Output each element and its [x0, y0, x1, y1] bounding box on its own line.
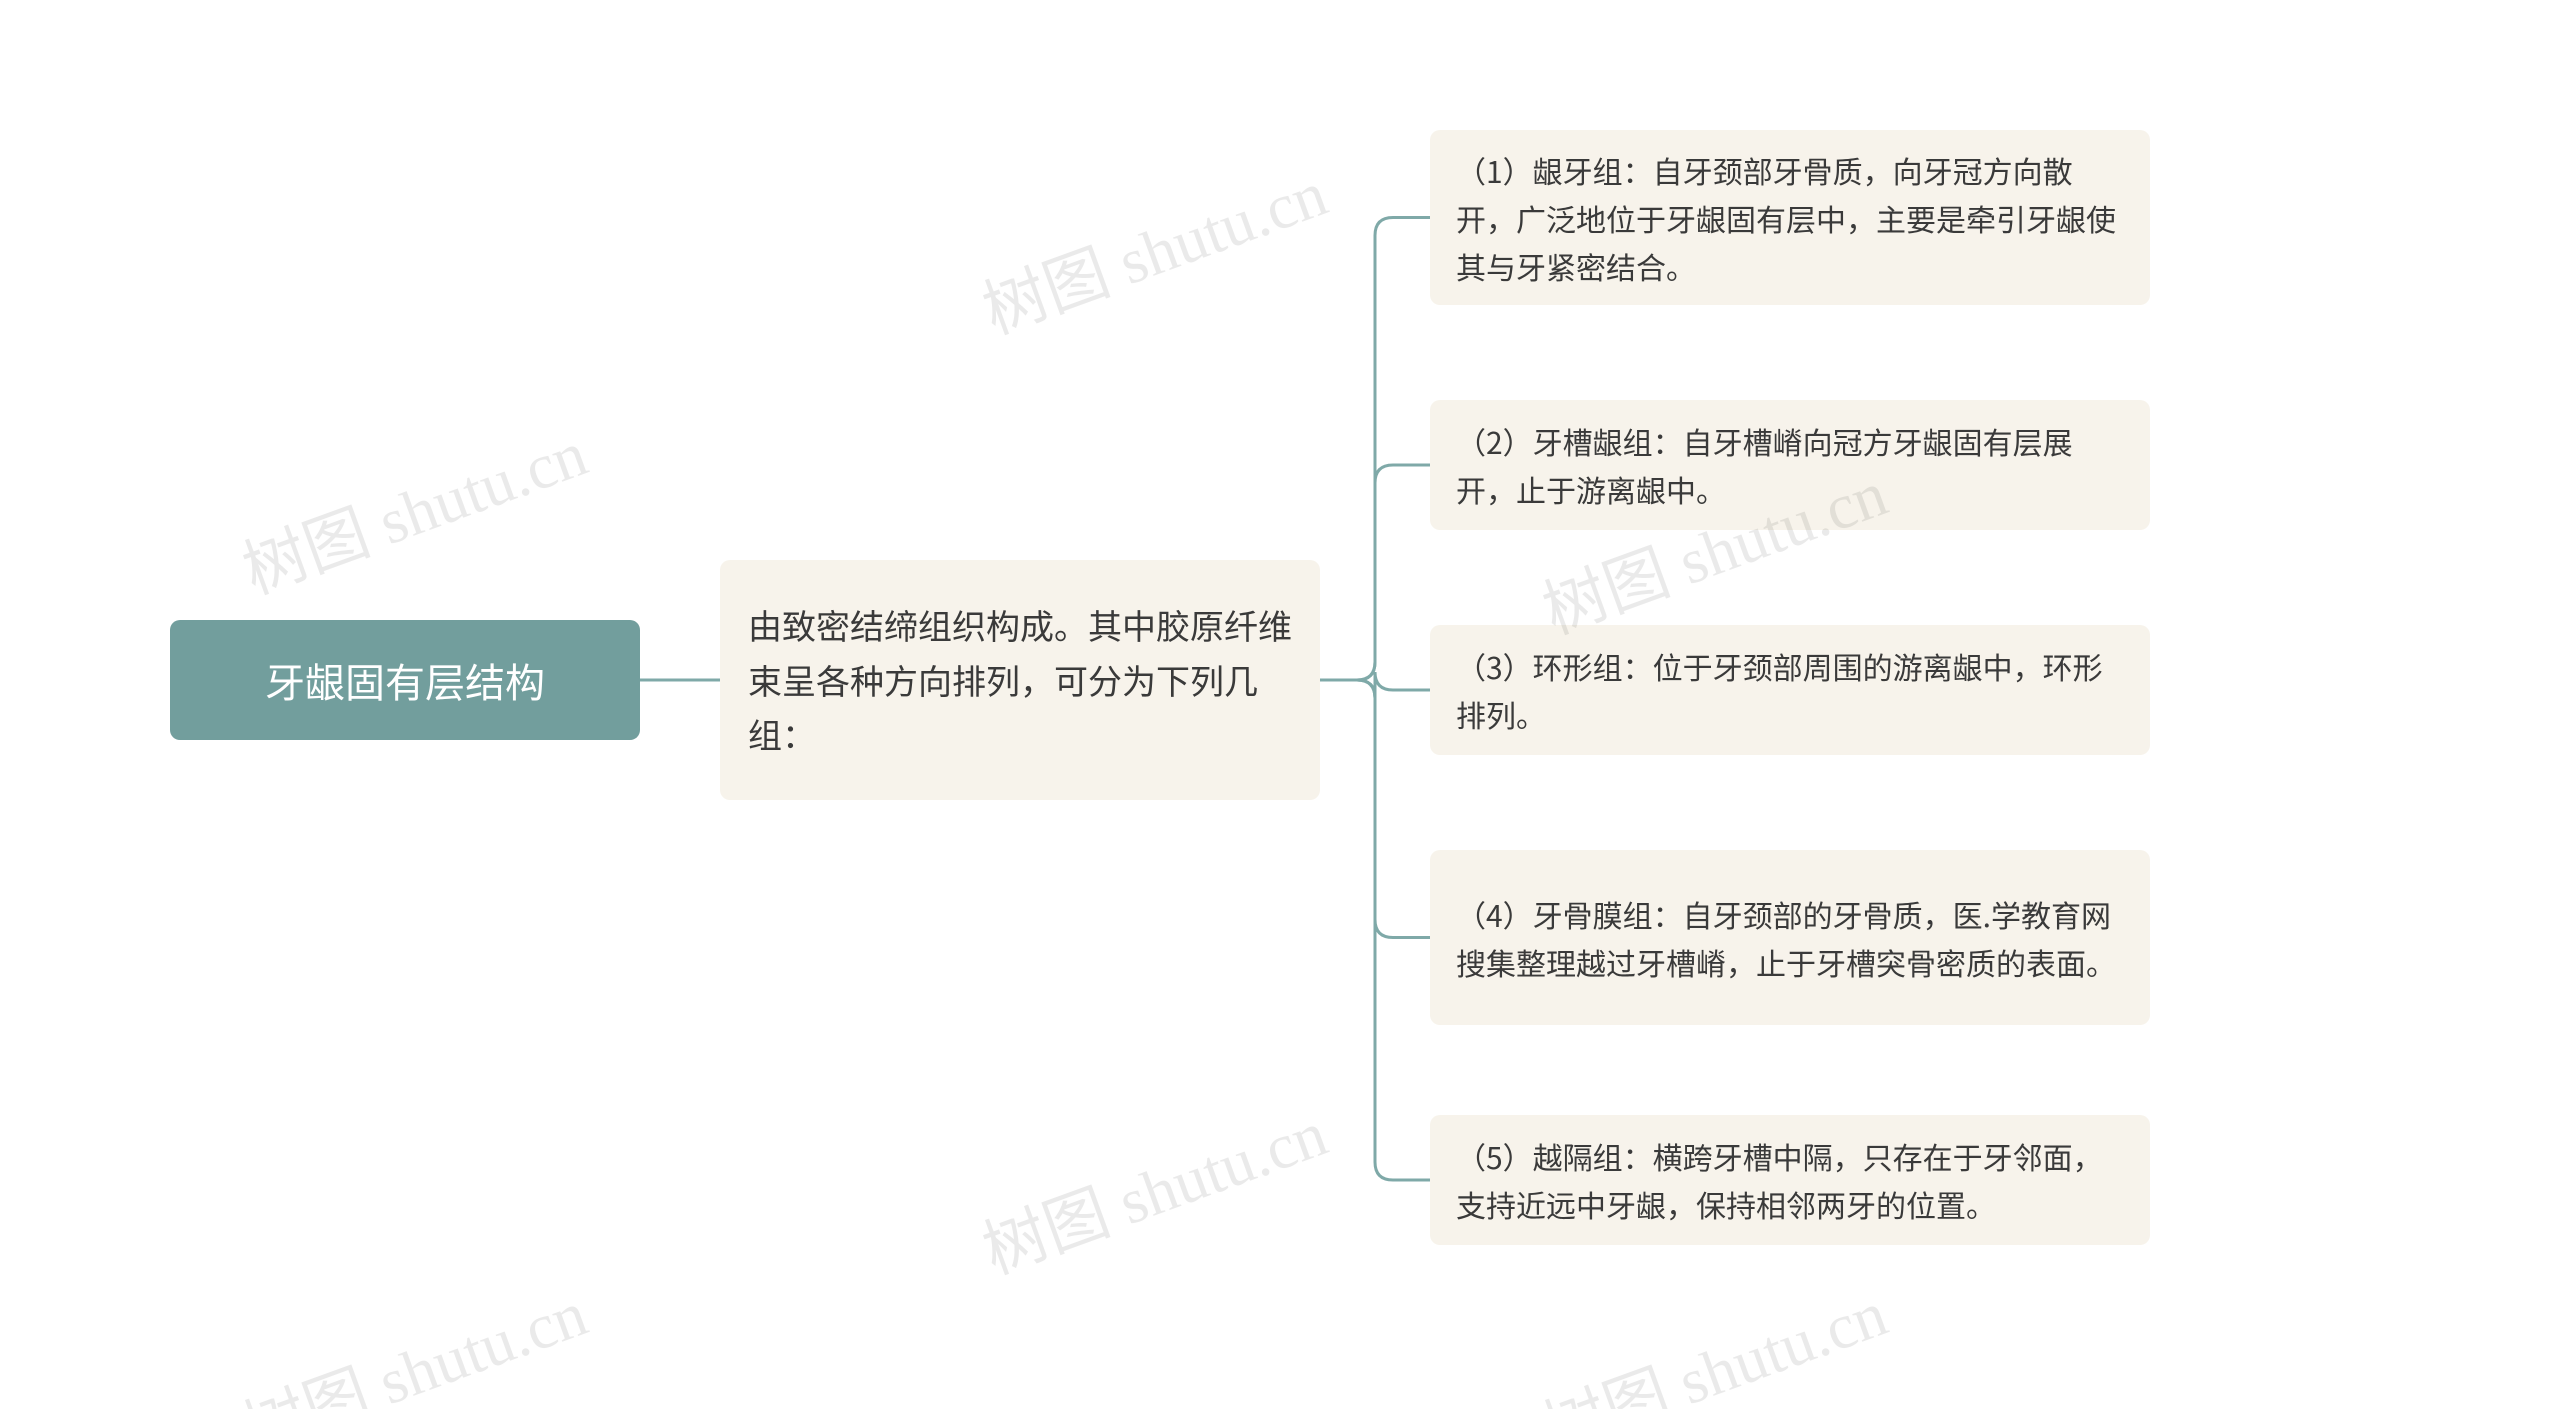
leaf-node[interactable]: （3）环形组：位于牙颈部周围的游离龈中，环形排列。 — [1430, 625, 2150, 755]
watermark-text: 树图 shutu.cn — [229, 1263, 598, 1409]
leaf-label: （3）环形组：位于牙颈部周围的游离龈中，环形排列。 — [1456, 642, 2124, 738]
leaf-label: （1）龈牙组：自牙颈部牙骨质，向牙冠方向散开，广泛地位于牙龈固有层中，主要是牵引… — [1456, 146, 2124, 290]
watermark-text: 树图 shutu.cn — [969, 1083, 1338, 1292]
root-label: 牙龈固有层结构 — [265, 648, 545, 712]
leaf-node[interactable]: （5）越隔组：横跨牙槽中隔，只存在于牙邻面，支持近远中牙龈，保持相邻两牙的位置。 — [1430, 1115, 2150, 1245]
leaf-label: （5）越隔组：横跨牙槽中隔，只存在于牙邻面，支持近远中牙龈，保持相邻两牙的位置。 — [1456, 1132, 2124, 1228]
leaf-label: （2）牙槽龈组：自牙槽嵴向冠方牙龈固有层展开，止于游离龈中。 — [1456, 417, 2124, 513]
watermark-text: 树图 shutu.cn — [1529, 1263, 1898, 1409]
watermark-text: 树图 shutu.cn — [229, 403, 598, 612]
leaf-node[interactable]: （2）牙槽龈组：自牙槽嵴向冠方牙龈固有层展开，止于游离龈中。 — [1430, 400, 2150, 530]
mid-node[interactable]: 由致密结缔组织构成。其中胶原纤维束呈各种方向排列，可分为下列几组： — [720, 560, 1320, 800]
mindmap-canvas: 牙龈固有层结构 由致密结缔组织构成。其中胶原纤维束呈各种方向排列，可分为下列几组… — [0, 0, 2560, 1409]
leaf-label: （4）牙骨膜组：自牙颈部的牙骨质，医.学教育网搜集整理越过牙槽嵴，止于牙槽突骨密… — [1456, 890, 2124, 986]
watermark-text: 树图 shutu.cn — [969, 143, 1338, 352]
leaf-node[interactable]: （1）龈牙组：自牙颈部牙骨质，向牙冠方向散开，广泛地位于牙龈固有层中，主要是牵引… — [1430, 130, 2150, 305]
mid-label: 由致密结缔组织构成。其中胶原纤维束呈各种方向排列，可分为下列几组： — [748, 598, 1292, 761]
leaf-node[interactable]: （4）牙骨膜组：自牙颈部的牙骨质，医.学教育网搜集整理越过牙槽嵴，止于牙槽突骨密… — [1430, 850, 2150, 1025]
root-node[interactable]: 牙龈固有层结构 — [170, 620, 640, 740]
